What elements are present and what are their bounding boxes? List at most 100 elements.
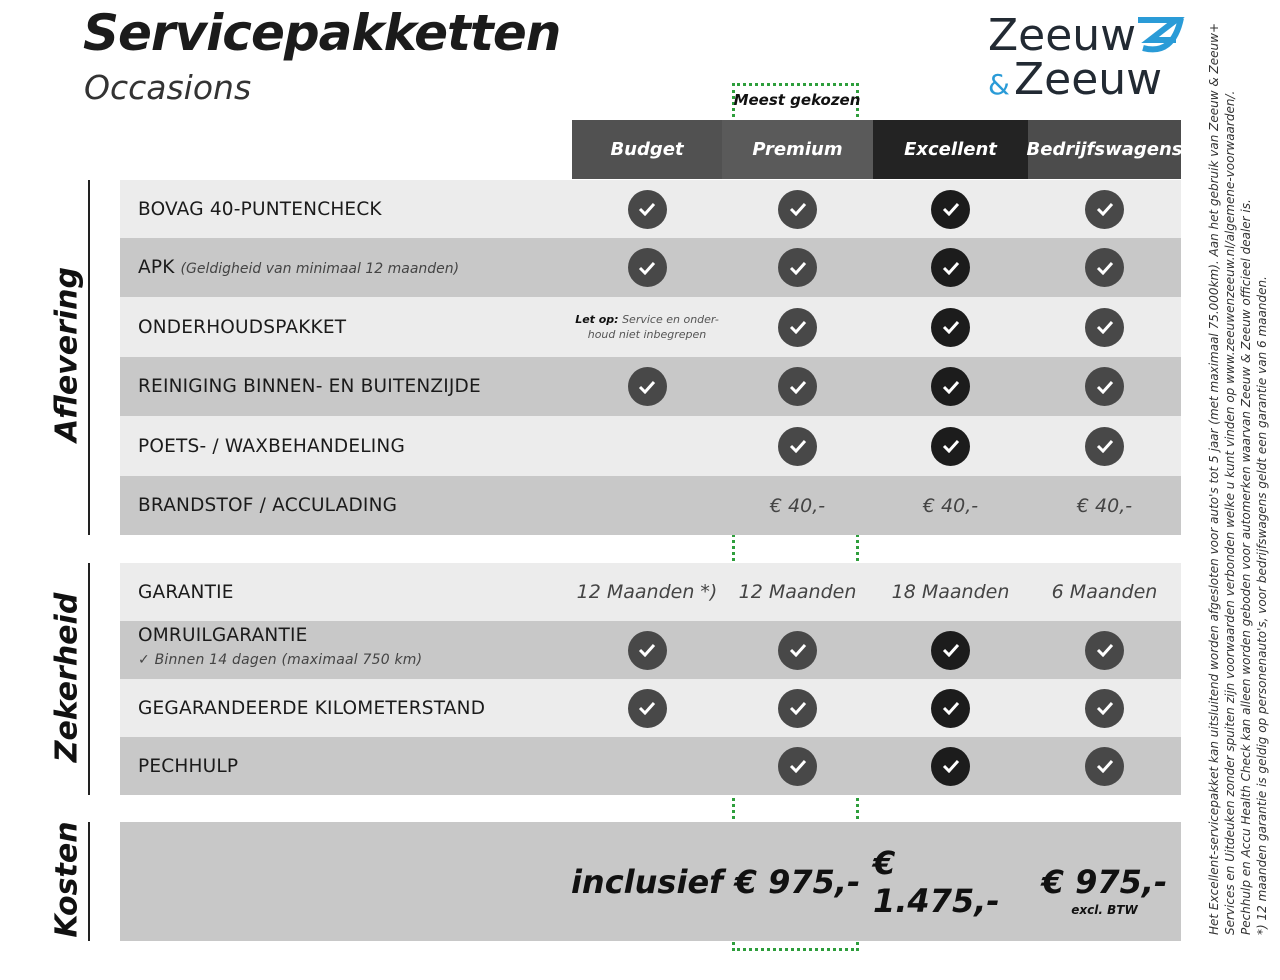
- cell-bedrijfswagens: [1028, 679, 1181, 737]
- check-circle-icon: [627, 189, 667, 229]
- table-row: BRANDSTOF / ACCULADING € 40,- € 40,- € 40,-: [120, 476, 1181, 535]
- row-label: REINIGING BINNEN- EN BUITENZIJDE: [138, 376, 481, 397]
- page-title: Servicepakketten: [83, 4, 561, 62]
- cell-excellent: [873, 357, 1028, 416]
- footnote: Services en Uitdeuken zonder spuiten zij…: [1223, 90, 1237, 935]
- check-circle-icon: [931, 367, 970, 406]
- table-row: PECHHULP: [120, 737, 1181, 795]
- cell-excellent: [873, 416, 1028, 476]
- check-circle-icon: [931, 746, 970, 786]
- row-label-text: APK: [138, 257, 175, 278]
- cell-excellent: [873, 737, 1028, 795]
- price-budget: inclusief: [570, 822, 724, 941]
- cell-premium: [722, 180, 873, 238]
- table-row: POETS- / WAXBEHANDELING: [120, 416, 1181, 476]
- price-bedrijfswagens: € 975,- excl. BTW: [1028, 822, 1181, 941]
- check-circle-icon: [778, 426, 817, 466]
- check-circle-icon: [1085, 746, 1124, 786]
- section-aflevering: Aflevering: [49, 267, 85, 442]
- cell-premium: [722, 297, 873, 357]
- cell-excellent: [873, 621, 1028, 679]
- section-kosten: Kosten: [49, 821, 85, 938]
- check-circle-icon: [931, 630, 970, 670]
- row-label: BOVAG 40-PUNTENCHECK: [138, 199, 382, 220]
- check-circle-icon: [1085, 307, 1124, 347]
- check-circle-icon: [931, 426, 970, 466]
- footnote: *) 12 maanden garantie is geldig op pers…: [1255, 276, 1269, 935]
- cell-budget: 12 Maanden *): [576, 581, 718, 603]
- cell-bedrijfswagens: [1028, 737, 1181, 795]
- table-row: GARANTIE 12 Maanden *) 12 Maanden 18 Maande…: [120, 563, 1181, 621]
- section-divider: [88, 563, 90, 795]
- row-label-text: GEGARANDEERDE KILOMETERSTAND: [138, 697, 486, 719]
- check-circle-icon: [778, 307, 817, 347]
- row-sublabel: ✓ Binnen 14 dagen (maximaal 750 km): [138, 652, 422, 668]
- cell-bedrijfswagens: [1028, 180, 1181, 238]
- price-value: € 975,-: [734, 862, 861, 901]
- row-label: POETS- / WAXBEHANDELING: [138, 436, 405, 457]
- row-label: GEGARANDEERDE KILOMETERSTAND: [138, 698, 485, 719]
- check-circle-icon: [1085, 367, 1124, 406]
- cell-bedrijfswagens: [1028, 238, 1181, 297]
- row-label-text: OMRUILGARANTIE: [138, 625, 308, 646]
- row-label-text: POETS- / WAXBEHANDELING: [138, 435, 405, 457]
- price-premium: € 975,-: [722, 822, 873, 941]
- cell-premium: [722, 621, 873, 679]
- cell-budget: [572, 357, 722, 416]
- cell-premium: [722, 357, 873, 416]
- table-row: APK (Geldigheid van minimaal 12 maanden): [120, 238, 1181, 297]
- row-sublabel: (Geldigheid van minimaal 12 maanden): [180, 261, 460, 277]
- column-header-bedrijfswagens: Bedrijfswagens: [1027, 120, 1183, 179]
- cell-bedrijfswagens: € 40,-: [1076, 494, 1133, 517]
- check-circle-icon: [627, 248, 667, 287]
- check-circle-icon: [1085, 688, 1124, 728]
- table-row: ONDERHOUDSPAKKET Let op: Service en onder…: [120, 297, 1181, 357]
- table-row: OMRUILGARANTIE ✓ Binnen 14 dagen (maximaa…: [120, 621, 1181, 679]
- column-header-budget: Budget: [572, 120, 722, 179]
- check-circle-icon: [778, 248, 817, 287]
- table-row: BOVAG 40-PUNTENCHECK: [120, 180, 1181, 238]
- cell-budget: [572, 476, 722, 535]
- row-label-text: PECHHULP: [138, 755, 239, 777]
- price-value: € 1.475,-: [873, 843, 1000, 920]
- row-label: OMRUILGARANTIE ✓ Binnen 14 dagen (maximaa…: [138, 625, 422, 668]
- check-circle-icon: [778, 367, 817, 406]
- cell-bedrijfswagens: 6 Maanden: [1051, 581, 1158, 603]
- row-label: PECHHULP: [138, 756, 238, 777]
- check-circle-icon: [931, 189, 970, 229]
- check-circle-icon: [627, 367, 667, 406]
- excl-btw-label: excl. BTW: [1071, 902, 1138, 917]
- section-divider: [88, 180, 90, 535]
- cell-budget: [572, 737, 722, 795]
- check-circle-icon: [778, 688, 817, 728]
- price-value: inclusief: [570, 862, 724, 901]
- section-zekerheid: Zekerheid: [49, 592, 85, 763]
- cell-excellent: [873, 679, 1028, 737]
- cell-budget: [572, 679, 722, 737]
- note-text: Let op: Service en onder-houd niet inbeg…: [575, 312, 719, 342]
- table-row: REINIGING BINNEN- EN BUITENZIJDE: [120, 357, 1181, 416]
- cell-premium: [722, 416, 873, 476]
- check-circle-icon: [931, 688, 970, 728]
- row-label-text: GARANTIE: [138, 581, 234, 603]
- column-header-premium: Premium: [722, 120, 873, 179]
- footnote: Pechhulp en Accu Health Check kan alleen…: [1239, 199, 1253, 935]
- cell-premium: [722, 679, 873, 737]
- cell-budget: Let op: Service en onder-houd niet inbeg…: [572, 297, 722, 357]
- footnotes: Het Excellent-servicepakket kan uitsluit…: [1206, 23, 1272, 935]
- check-circle-icon: [778, 630, 817, 670]
- cell-budget: [572, 180, 722, 238]
- cell-bedrijfswagens: [1028, 297, 1181, 357]
- row-sublabel-text: Binnen 14 dagen (maximaal 750 km): [154, 652, 423, 668]
- cell-premium: [722, 737, 873, 795]
- check-circle-icon: [1085, 630, 1124, 670]
- check-circle-icon: [627, 688, 667, 728]
- cell-premium: [722, 238, 873, 297]
- cell-excellent: [873, 238, 1028, 297]
- check-circle-icon: [778, 746, 817, 786]
- note-line1: Service en onder-: [622, 313, 719, 326]
- footnote: Het Excellent-servicepakket kan uitsluit…: [1207, 23, 1221, 935]
- svg-text:&: &: [988, 68, 1010, 100]
- page-subtitle: Occasions: [84, 68, 252, 107]
- most-chosen-label: Meest gekozen: [733, 91, 861, 109]
